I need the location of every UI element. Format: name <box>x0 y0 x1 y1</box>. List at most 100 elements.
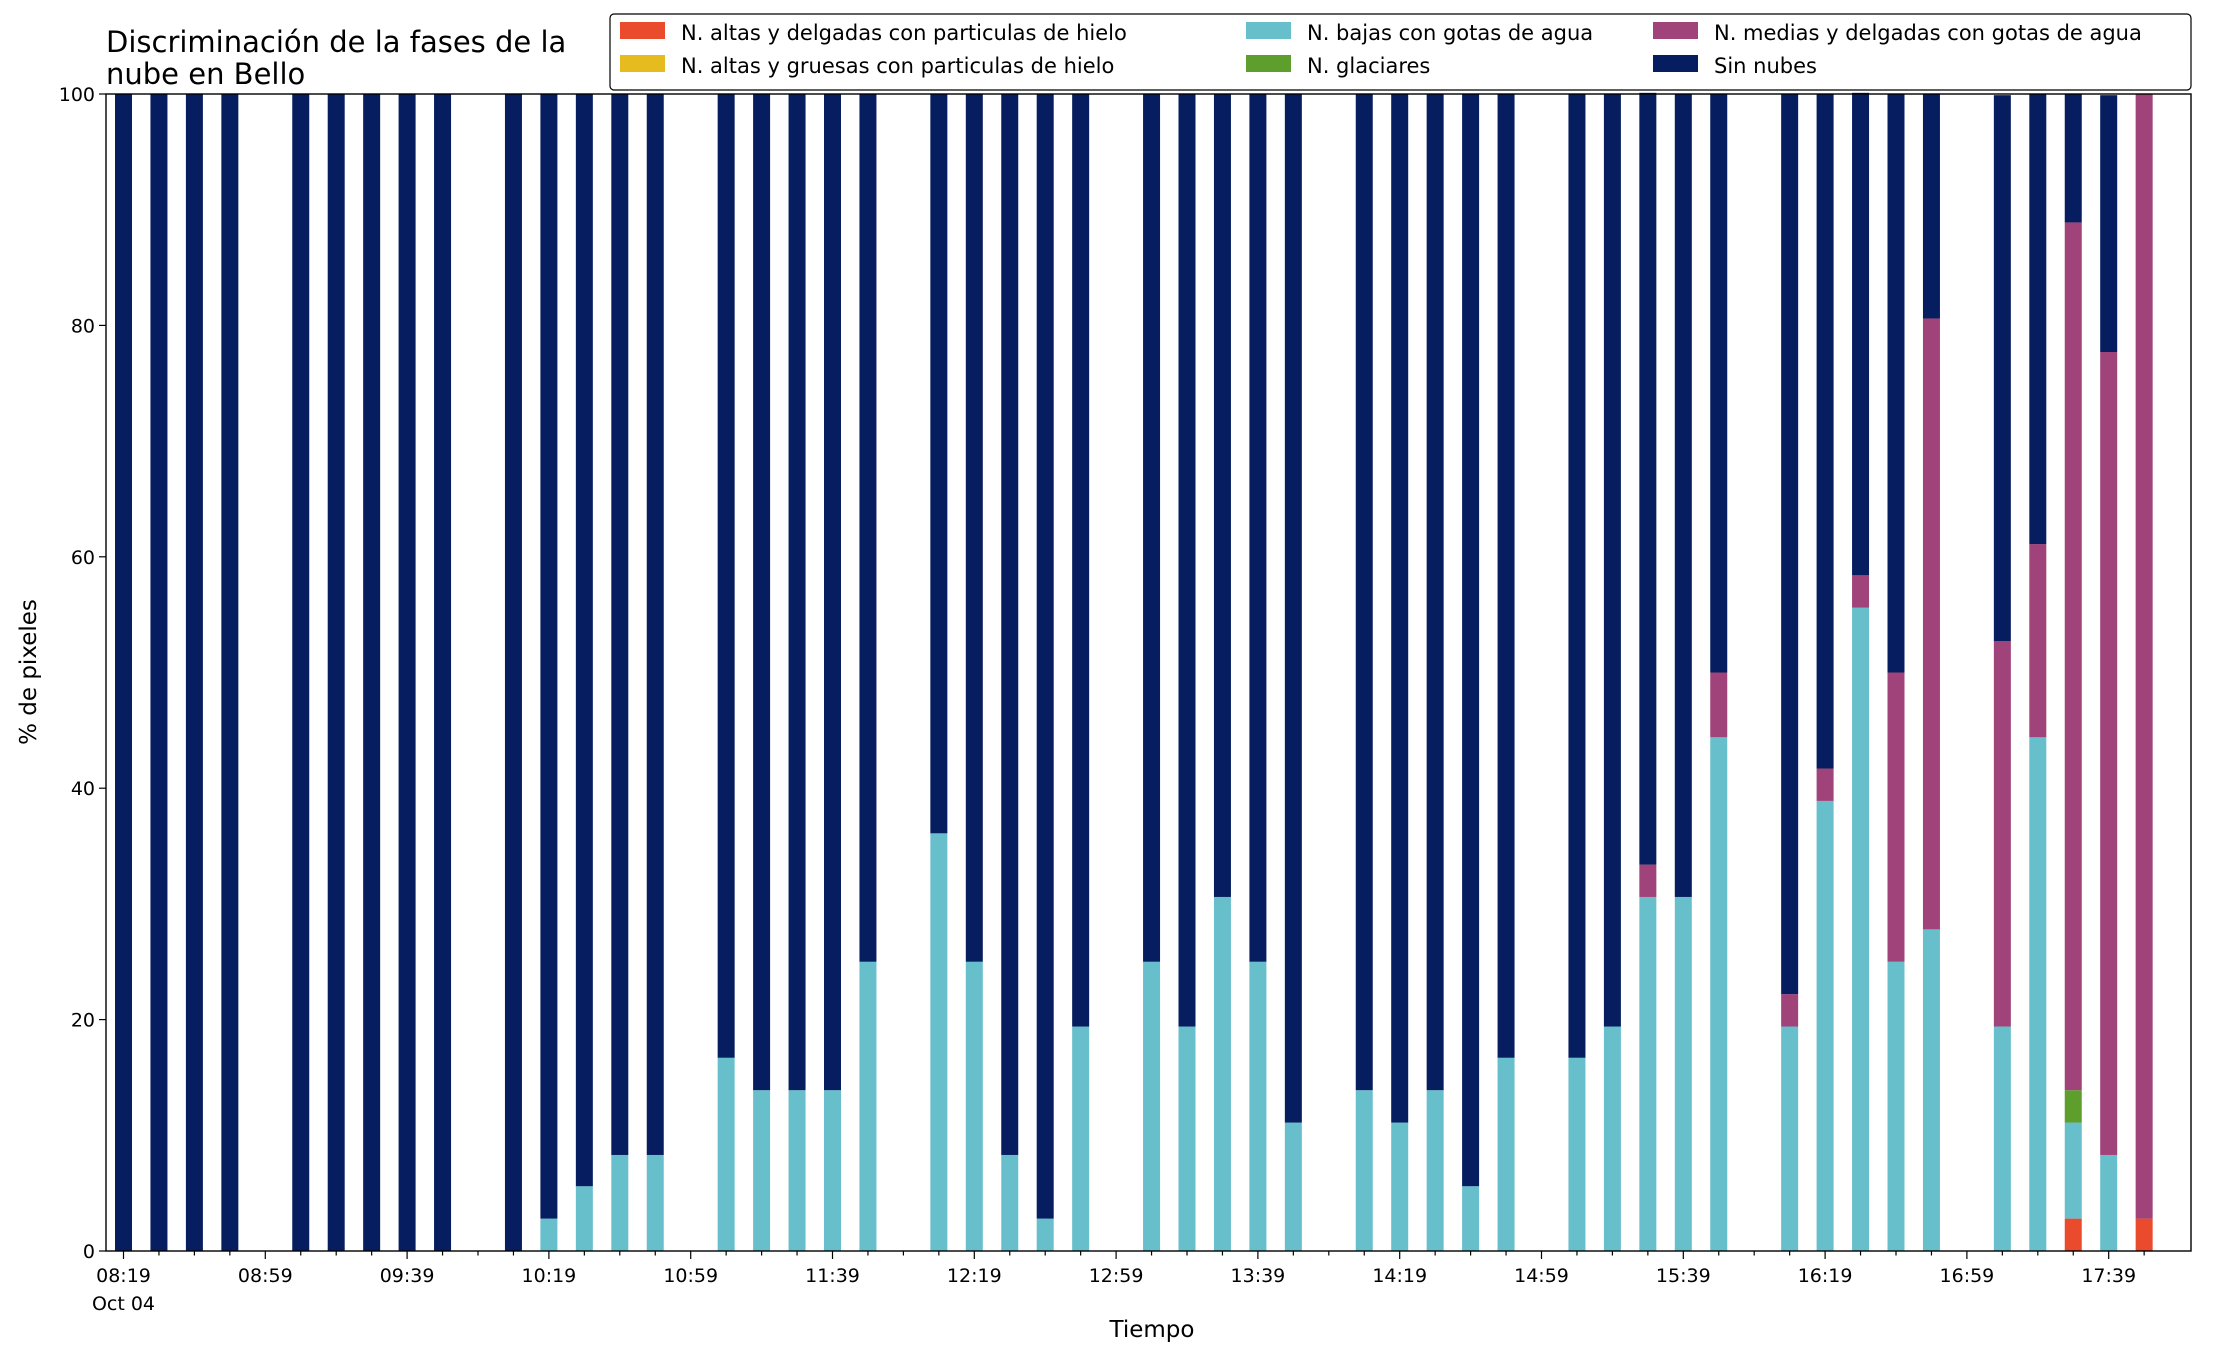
bar-segment-sin-nubes <box>1922 94 1940 319</box>
bar-segment-glaciares <box>2064 1090 2082 1123</box>
bar-segment-baja-agua <box>1072 1026 1090 1251</box>
bar-segment-baja-agua <box>1887 961 1905 1251</box>
y-tick-label: 0 <box>83 1241 95 1263</box>
bar-segment-baja-agua <box>611 1154 629 1251</box>
bar-segment-sin-nubes <box>398 94 416 1251</box>
legend-swatch-sin-nubes <box>1653 55 1698 72</box>
bar-segment-media-agua <box>1816 768 1834 801</box>
legend-label-baja-agua: N. bajas con gotas de agua <box>1307 21 1593 45</box>
bar-segment-baja-agua <box>1639 896 1657 1251</box>
bar-segment-media-agua <box>1639 864 1657 897</box>
bar-segment-sin-nubes <box>504 94 522 1251</box>
bar-segment-baja-agua <box>1284 1122 1302 1251</box>
bar-segment-sin-nubes <box>363 94 381 1251</box>
chart-title-line-2: nube en Bello <box>106 57 305 91</box>
legend-swatch-baja-agua <box>1246 22 1291 39</box>
bar-segment-baja-agua <box>1497 1057 1515 1251</box>
bar-segment-sin-nubes <box>1001 94 1019 1155</box>
x-tick-label: 09:39 <box>380 1265 435 1287</box>
y-tick-label: 40 <box>71 778 95 800</box>
legend-label-sin-nubes: Sin nubes <box>1714 54 1817 78</box>
bar-segment-sin-nubes <box>1603 94 1621 1027</box>
bar-segment-sin-nubes <box>1816 94 1834 769</box>
bar-segment-baja-agua <box>1143 961 1161 1251</box>
bar-segment-baja-agua <box>1355 1090 1373 1251</box>
bar-segment-sin-nubes <box>575 94 593 1187</box>
bar-segment-baja-agua <box>1391 1122 1409 1251</box>
legend: N. altas y delgadas con particulas de hi… <box>609 13 2192 91</box>
plot-frame <box>105 93 2192 1252</box>
bar-segment-media-agua <box>1710 672 1728 738</box>
bar-segment-sin-nubes <box>221 94 239 1251</box>
bar-segment-sin-nubes <box>965 94 983 962</box>
bar-segment-baja-agua <box>1674 896 1692 1251</box>
bar-segment-baja-agua <box>1852 607 1870 1251</box>
chart-title-line-1: Discriminación de la fases de la <box>106 25 566 59</box>
bar-segment-baja-agua <box>717 1057 735 1251</box>
bar-segment-sin-nubes <box>1213 94 1231 897</box>
bar-segment-baja-agua <box>575 1186 593 1251</box>
y-axis-label: % de pixeles <box>16 599 42 745</box>
bar-segment-baja-agua <box>1603 1026 1621 1251</box>
bar-segment-baja-agua <box>1213 896 1231 1251</box>
legend-swatch-alta-gruesa <box>620 55 665 72</box>
bar-segment-sin-nubes <box>1710 94 1728 673</box>
x-tick-label: 08:19 <box>96 1265 151 1287</box>
bar-segment-sin-nubes <box>292 94 310 1251</box>
bar-segment-baja-agua <box>540 1218 558 1251</box>
bar-segment-sin-nubes <box>753 94 771 1091</box>
bar-segment-sin-nubes <box>2064 94 2082 223</box>
bar-segment-baja-agua <box>824 1090 841 1251</box>
bar-segment-alta-delgada <box>2064 1218 2082 1251</box>
bar-segment-sin-nubes <box>434 94 452 1251</box>
bar-segment-sin-nubes <box>2100 95 2118 353</box>
bar-segment-sin-nubes <box>1639 92 1657 865</box>
bar-segment-sin-nubes <box>646 94 664 1155</box>
bar-segment-sin-nubes <box>185 94 203 1251</box>
legend-label-alta-delgada: N. altas y delgadas con particulas de hi… <box>681 21 1127 45</box>
x-tick-label: 13:39 <box>1231 1265 1286 1287</box>
y-axis: 0 20 40 60 80 100 <box>59 84 106 1263</box>
bar-segment-sin-nubes <box>1072 94 1090 1027</box>
bar-segment-media-agua <box>2100 352 2118 1155</box>
bar-segment-sin-nubes <box>1568 94 1586 1058</box>
bar-segment-media-agua <box>1781 994 1799 1027</box>
bar-segment-baja-agua <box>930 833 948 1251</box>
x-tick-label: 12:19 <box>947 1265 1002 1287</box>
bar-segment-sin-nubes <box>1355 94 1373 1091</box>
x-tick-label: 15:39 <box>1656 1265 1711 1287</box>
x-tick-label: 08:59 <box>238 1265 293 1287</box>
bar-segment-sin-nubes <box>1852 92 1870 576</box>
bar-segment-sin-nubes <box>1391 94 1409 1123</box>
bar-segment-sin-nubes <box>1178 94 1196 1027</box>
bar-segment-media-agua <box>1852 575 1870 608</box>
bar-segment-sin-nubes <box>1781 94 1799 995</box>
bar-segment-baja-agua <box>1568 1057 1586 1251</box>
bar-segment-sin-nubes <box>1993 95 2011 642</box>
x-tick-label: 10:19 <box>522 1265 577 1287</box>
x-axis: 08:19 08:59 09:39 10:19 10:59 11:39 12:19 12:59… <box>92 1251 2145 1315</box>
bars-layer <box>115 92 2153 1251</box>
y-tick-label: 20 <box>71 1010 95 1032</box>
bar-segment-sin-nubes <box>717 94 735 1058</box>
bar-segment-sin-nubes <box>1497 94 1515 1058</box>
bar-segment-baja-agua <box>2100 1154 2118 1251</box>
bar-segment-media-agua <box>2135 94 2153 1219</box>
x-tick-label: 16:59 <box>1940 1265 1995 1287</box>
bar-segment-media-agua <box>2029 544 2047 738</box>
x-tick-label: 17:39 <box>2081 1265 2136 1287</box>
bar-segment-baja-agua <box>1993 1026 2011 1251</box>
legend-label-alta-gruesa: N. altas y gruesas con particulas de hie… <box>681 54 1114 78</box>
bar-segment-baja-agua <box>1001 1154 1019 1251</box>
bar-segment-sin-nubes <box>2029 94 2047 545</box>
bar-segment-sin-nubes <box>611 94 629 1155</box>
bar-segment-sin-nubes <box>1143 94 1161 962</box>
bar-segment-baja-agua <box>788 1090 806 1251</box>
bar-segment-baja-agua <box>1036 1218 1054 1251</box>
y-tick-label: 60 <box>71 547 95 569</box>
legend-label-glaciares: N. glaciares <box>1307 54 1430 78</box>
x-axis-label: Tiempo <box>1109 1317 1195 1343</box>
x-tick-label: 14:59 <box>1514 1265 1569 1287</box>
bar-segment-baja-agua <box>1781 1026 1799 1251</box>
